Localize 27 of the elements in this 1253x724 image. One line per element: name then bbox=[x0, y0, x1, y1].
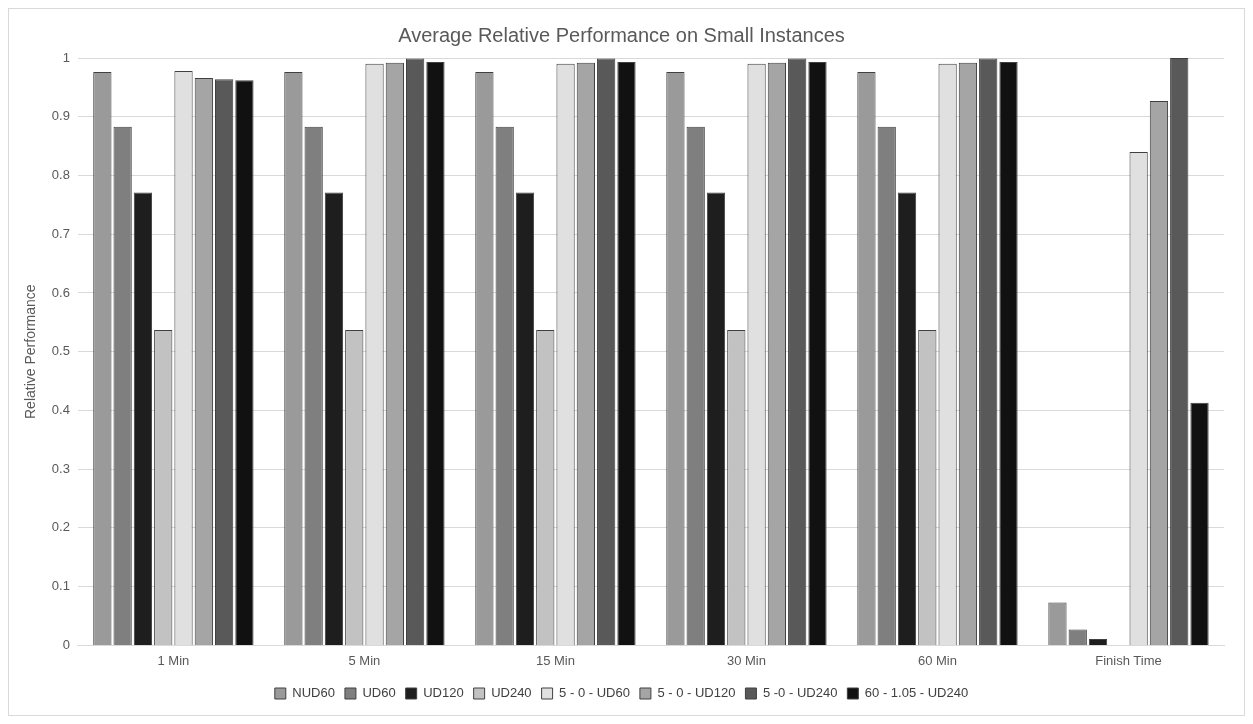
x-tick-label: Finish Time bbox=[1095, 652, 1162, 668]
x-tick-label: 1 Min bbox=[157, 652, 190, 668]
legend-label: 5 -0 - UD240 bbox=[762, 685, 838, 701]
legend-label: 5 - 0 - UD120 bbox=[657, 685, 736, 701]
y-tick-label: 0.6 bbox=[51, 284, 70, 300]
y-tick-label: 0.3 bbox=[51, 460, 70, 476]
legend-label: UD240 bbox=[491, 685, 532, 701]
y-tick-label: 0.7 bbox=[51, 225, 70, 241]
y-axis-title: Relative Performance bbox=[22, 284, 39, 420]
legend-label: UD120 bbox=[423, 685, 464, 701]
y-tick-label: 0 bbox=[62, 636, 70, 652]
y-tick-label: 0.9 bbox=[51, 108, 70, 124]
x-tick-label: 5 Min bbox=[348, 652, 381, 668]
legend-label: 5 - 0 - UD60 bbox=[559, 685, 630, 701]
chart-title: Average Relative Performance on Small Instances bbox=[398, 23, 845, 46]
legend-label: 60 - 1.05 - UD240 bbox=[864, 685, 969, 701]
y-tick-label: 1 bbox=[62, 49, 70, 65]
y-tick-label: 0.8 bbox=[51, 167, 70, 183]
y-tick-label: 0.5 bbox=[51, 343, 70, 359]
x-tick-label: 60 Min bbox=[917, 652, 957, 668]
x-tick-label: 30 Min bbox=[726, 652, 766, 668]
y-tick-label: 0.1 bbox=[51, 578, 70, 594]
y-tick-label: 0.4 bbox=[51, 402, 70, 418]
y-tick-label: 0.2 bbox=[51, 519, 70, 535]
x-tick-label: 15 Min bbox=[535, 652, 575, 668]
legend-label: UD60 bbox=[362, 685, 396, 701]
legend-label: NUD60 bbox=[292, 685, 335, 701]
